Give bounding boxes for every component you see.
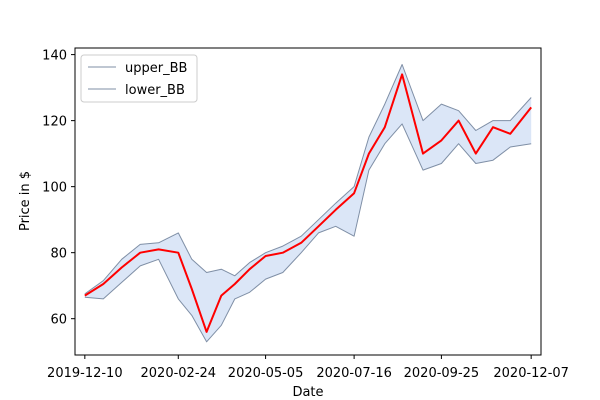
x-tick-label: 2020-12-07	[493, 366, 569, 381]
x-tick-label: 2020-02-24	[141, 366, 217, 381]
plot-area	[84, 64, 532, 343]
legend: upper_BB lower_BB	[80, 54, 198, 103]
y-axis: 60 80 100 120 140	[42, 49, 75, 328]
series-line-price	[84, 73, 532, 333]
series-line-lower-bb	[84, 123, 532, 343]
legend-label-upper: upper_BB	[125, 61, 187, 76]
x-axis-label: Date	[292, 385, 323, 400]
y-tick-label: 100	[42, 181, 67, 196]
y-tick-label: 140	[42, 49, 67, 64]
plot-frame	[74, 47, 542, 356]
x-tick-label: 2020-05-05	[228, 366, 304, 381]
band-fill	[84, 64, 532, 342]
x-tick-label: 2020-07-16	[316, 366, 392, 381]
y-tick-label: 60	[50, 313, 67, 328]
y-tick-label: 120	[42, 115, 67, 130]
x-tick-label: 2019-12-10	[47, 366, 123, 381]
x-tick-label: 2020-09-25	[404, 366, 480, 381]
x-axis: 2019-12-10 2020-02-24 2020-05-05 2020-07-16…	[47, 355, 569, 381]
series-line-upper-bb	[84, 64, 532, 295]
y-tick-label: 80	[50, 247, 67, 262]
y-axis-label: Price in $	[18, 171, 33, 231]
legend-label-lower: lower_BB	[125, 83, 185, 98]
